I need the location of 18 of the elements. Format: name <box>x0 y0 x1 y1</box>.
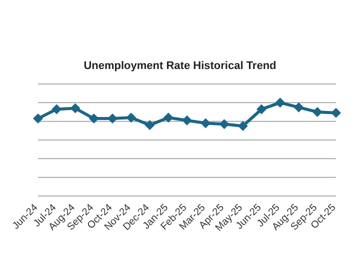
point <box>70 103 80 114</box>
point <box>144 120 155 130</box>
point <box>33 114 43 124</box>
point <box>219 119 230 130</box>
point <box>256 104 266 114</box>
point <box>163 112 174 123</box>
point <box>88 114 99 124</box>
point <box>108 114 118 124</box>
point <box>126 112 136 123</box>
point <box>312 107 322 117</box>
point <box>52 104 62 114</box>
point <box>294 102 304 112</box>
point <box>182 115 192 126</box>
point <box>238 121 248 131</box>
point <box>200 118 211 128</box>
point <box>275 98 286 108</box>
chart-title: Unemployment Rate Historical Trend <box>82 60 278 74</box>
point <box>331 108 341 118</box>
